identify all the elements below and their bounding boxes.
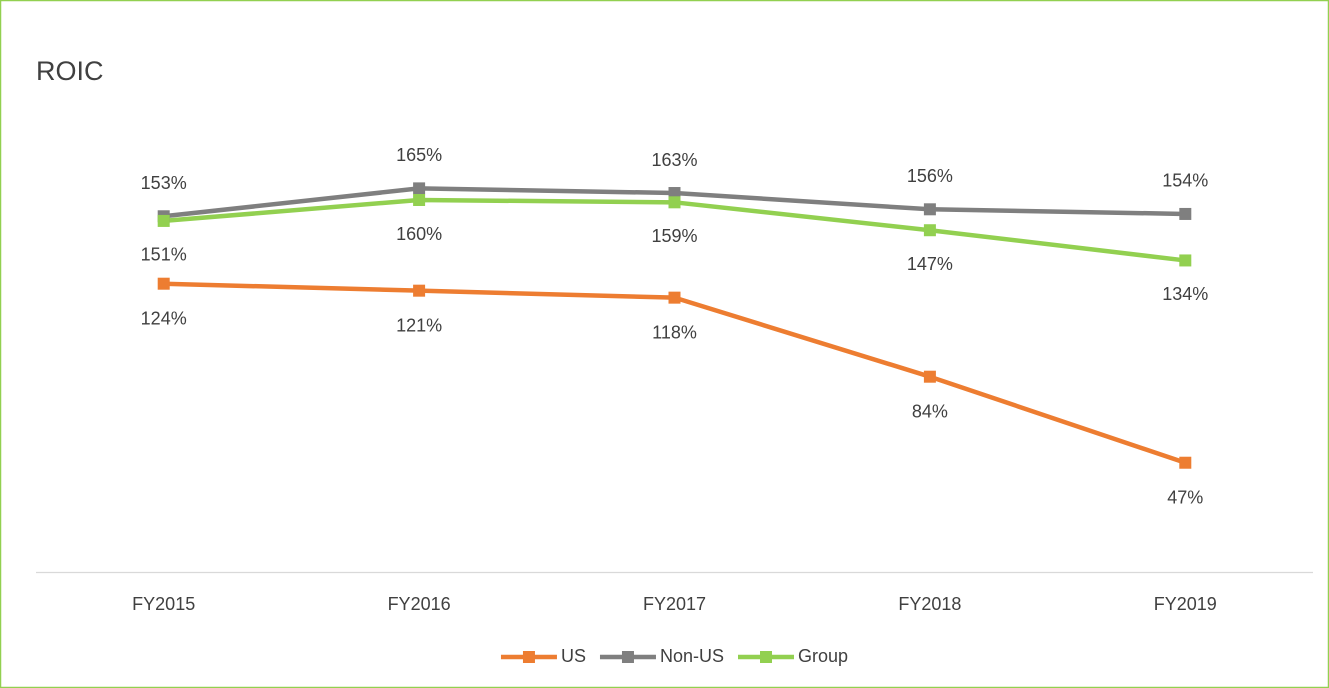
data-label: 134% bbox=[1162, 284, 1208, 304]
legend-label: Group bbox=[798, 646, 848, 666]
legend-label: US bbox=[561, 646, 586, 666]
data-point bbox=[157, 214, 170, 227]
data-point bbox=[1179, 207, 1192, 220]
data-label: 47% bbox=[1167, 487, 1203, 507]
x-tick-label: FY2016 bbox=[388, 594, 451, 614]
data-label: 165% bbox=[396, 145, 442, 165]
data-point bbox=[1179, 254, 1192, 267]
data-label: 151% bbox=[141, 245, 187, 265]
data-label: 84% bbox=[912, 401, 948, 421]
legend-label: Non-US bbox=[660, 646, 724, 666]
data-point bbox=[157, 277, 170, 290]
data-point bbox=[413, 194, 426, 206]
legend-marker bbox=[760, 651, 773, 663]
x-tick-label: FY2019 bbox=[1154, 594, 1217, 614]
x-tick-label: FY2015 bbox=[132, 594, 195, 614]
data-label: 118% bbox=[652, 322, 697, 342]
chart-title: ROIC bbox=[36, 56, 104, 86]
data-label: 159% bbox=[651, 226, 697, 246]
data-point bbox=[923, 224, 936, 237]
legend-marker bbox=[621, 651, 634, 663]
x-tick-label: FY2017 bbox=[643, 594, 706, 614]
data-label: 124% bbox=[141, 308, 187, 328]
data-point bbox=[668, 187, 681, 200]
data-label: 153% bbox=[141, 173, 187, 193]
data-point bbox=[923, 203, 936, 216]
data-label: 160% bbox=[396, 224, 442, 244]
data-point bbox=[1179, 456, 1192, 469]
x-tick-label: FY2018 bbox=[898, 594, 961, 614]
data-label: 163% bbox=[651, 150, 697, 170]
data-point bbox=[923, 370, 936, 383]
data-point bbox=[413, 284, 426, 297]
data-label: 154% bbox=[1162, 171, 1208, 191]
legend-marker bbox=[522, 651, 535, 663]
data-label: 156% bbox=[907, 166, 953, 186]
data-point bbox=[668, 196, 681, 209]
data-point bbox=[413, 182, 426, 195]
data-point bbox=[668, 291, 681, 304]
data-label: 147% bbox=[907, 254, 953, 274]
data-label: 121% bbox=[396, 315, 442, 335]
